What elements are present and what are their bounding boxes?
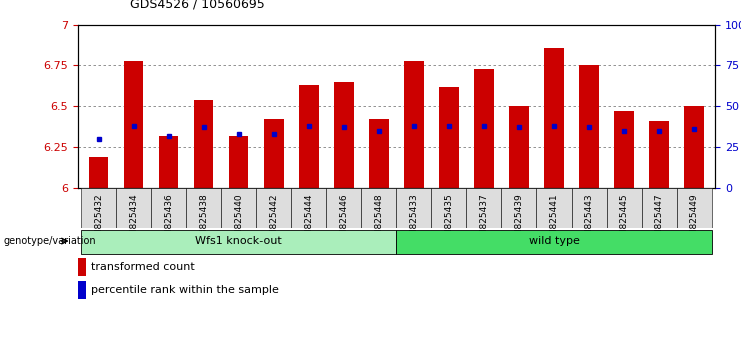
Bar bbox=[545, 47, 564, 188]
Text: percentile rank within the sample: percentile rank within the sample bbox=[90, 285, 279, 295]
Text: GSM825437: GSM825437 bbox=[479, 194, 488, 249]
Bar bbox=[685, 106, 704, 188]
Bar bbox=[677, 188, 711, 228]
Bar bbox=[649, 121, 668, 188]
Text: Wfs1 knock-out: Wfs1 knock-out bbox=[196, 236, 282, 246]
Text: wild type: wild type bbox=[528, 236, 579, 246]
Bar bbox=[536, 188, 571, 228]
Bar bbox=[89, 157, 108, 188]
Bar bbox=[579, 65, 599, 188]
Bar bbox=[509, 106, 528, 188]
Bar bbox=[571, 188, 607, 228]
Text: GSM825442: GSM825442 bbox=[270, 194, 279, 248]
Bar bbox=[642, 188, 677, 228]
Bar bbox=[116, 188, 151, 228]
Bar bbox=[607, 188, 642, 228]
Bar bbox=[222, 188, 256, 228]
Bar bbox=[82, 230, 396, 253]
Bar bbox=[194, 100, 213, 188]
Text: genotype/variation: genotype/variation bbox=[4, 236, 96, 246]
Text: GSM825446: GSM825446 bbox=[339, 194, 348, 249]
Bar bbox=[78, 258, 86, 275]
Bar bbox=[229, 136, 248, 188]
Text: GSM825444: GSM825444 bbox=[305, 194, 313, 248]
Bar bbox=[78, 281, 86, 299]
Text: GSM825436: GSM825436 bbox=[165, 194, 173, 249]
Bar bbox=[299, 85, 319, 188]
Bar bbox=[474, 69, 494, 188]
Text: GSM825449: GSM825449 bbox=[690, 194, 699, 249]
Text: transformed count: transformed count bbox=[90, 262, 194, 272]
Text: GSM825439: GSM825439 bbox=[514, 194, 523, 249]
Bar bbox=[151, 188, 186, 228]
Text: GSM825440: GSM825440 bbox=[234, 194, 243, 249]
Bar bbox=[369, 119, 388, 188]
Bar bbox=[265, 119, 284, 188]
Text: GDS4526 / 10560695: GDS4526 / 10560695 bbox=[130, 0, 265, 11]
Bar bbox=[614, 111, 634, 188]
Text: GSM825447: GSM825447 bbox=[654, 194, 663, 249]
Bar bbox=[431, 188, 467, 228]
Text: GSM825435: GSM825435 bbox=[445, 194, 453, 249]
Text: GSM825433: GSM825433 bbox=[410, 194, 419, 249]
Bar bbox=[82, 188, 116, 228]
Bar bbox=[362, 188, 396, 228]
Text: GSM825448: GSM825448 bbox=[374, 194, 383, 249]
Bar bbox=[291, 188, 326, 228]
Bar bbox=[334, 82, 353, 188]
Bar bbox=[396, 230, 711, 253]
Bar bbox=[256, 188, 291, 228]
Text: GSM825438: GSM825438 bbox=[199, 194, 208, 249]
Bar bbox=[124, 61, 144, 188]
Bar bbox=[159, 136, 179, 188]
Text: GSM825445: GSM825445 bbox=[619, 194, 628, 249]
Bar bbox=[396, 188, 431, 228]
Text: GSM825432: GSM825432 bbox=[94, 194, 103, 249]
Bar bbox=[405, 61, 424, 188]
Bar bbox=[326, 188, 362, 228]
Bar bbox=[186, 188, 222, 228]
Text: GSM825443: GSM825443 bbox=[585, 194, 594, 249]
Bar bbox=[467, 188, 502, 228]
Bar bbox=[502, 188, 536, 228]
Text: GSM825434: GSM825434 bbox=[130, 194, 139, 249]
Bar bbox=[439, 87, 459, 188]
Text: GSM825441: GSM825441 bbox=[550, 194, 559, 249]
